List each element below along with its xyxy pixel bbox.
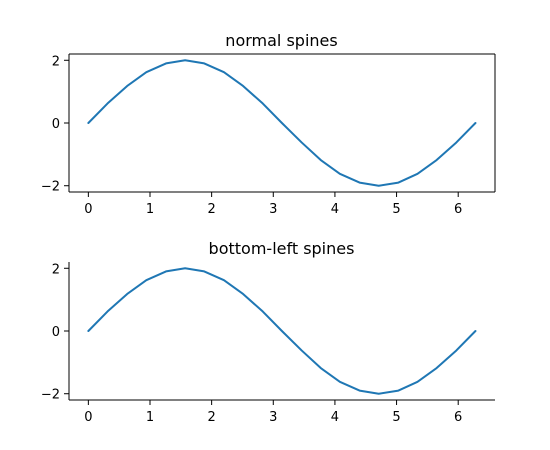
bottom-subplot: bottom-left spines 0 1 2 3 4 5 6 −2 0 2 [41,239,495,425]
top-subplot-x-tick-label: 4 [331,202,339,217]
top-subplot-plot-area: 0 1 2 3 4 5 6 −2 0 2 [41,53,496,217]
bottom-subplot-x-tick-label: 4 [331,410,339,425]
bottom-subplot-series-line-0 [87,267,477,395]
bottom-subplot-x-tick-label: 6 [454,410,462,425]
bottom-subplot-y-tick-label: 2 [52,262,60,277]
bottom-subplot-x-tick-label: 1 [146,410,154,425]
top-subplot-x-tick-label: 6 [454,202,462,217]
top-subplot: normal spines 0 1 2 3 4 5 6 −2 0 2 [41,31,496,217]
top-subplot-x-tick-label: 3 [269,202,277,217]
bottom-subplot-x-tick-label: 0 [84,410,92,425]
top-subplot-y-tick-label: 0 [52,117,60,132]
bottom-subplot-x-tick-label: 3 [269,410,277,425]
bottom-subplot-y-tick-label: −2 [41,388,60,403]
bottom-subplot-y-tick-label: 0 [52,325,60,340]
top-subplot-y-tick-label: 2 [52,54,60,69]
top-subplot-x-tick-label: 0 [84,202,92,217]
bottom-subplot-title: bottom-left spines [209,239,355,258]
top-subplot-title: normal spines [225,31,337,50]
top-subplot-x-tick-label: 2 [207,202,215,217]
bottom-subplot-x-tick-label: 5 [392,410,400,425]
top-subplot-x-tick-label: 1 [146,202,154,217]
top-subplot-series-line-0 [87,59,477,187]
top-subplot-y-tick-label: −2 [41,180,60,195]
bottom-subplot-x-tick-label: 2 [207,410,215,425]
top-subplot-x-tick-label: 5 [392,202,400,217]
bottom-subplot-plot-area: 0 1 2 3 4 5 6 −2 0 2 [41,262,495,425]
